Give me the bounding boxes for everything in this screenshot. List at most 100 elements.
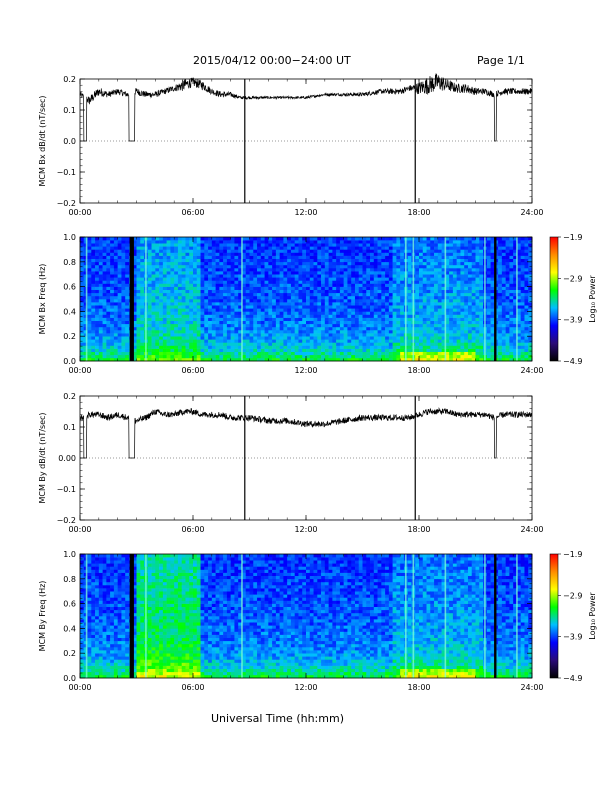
heatmap-cell [241, 289, 247, 294]
heatmap-cell [302, 286, 307, 290]
heatmap-cell [245, 277, 250, 281]
heatmap-cell [294, 345, 299, 349]
heatmap-cell [396, 354, 401, 359]
heatmap-cell [193, 336, 198, 340]
heatmap-cell [80, 268, 85, 272]
heatmap-cell [151, 357, 156, 362]
heatmap-cell [245, 320, 250, 325]
heatmap-cell [419, 268, 424, 272]
heatmap-cell [370, 237, 375, 241]
heatmap-cell [339, 277, 344, 281]
heatmap-cell [245, 240, 250, 244]
heatmap-cell [302, 351, 307, 356]
heatmap-cell [449, 357, 454, 362]
heatmap-cell [347, 345, 352, 349]
heatmap-cell [437, 261, 442, 266]
heatmap-cell [467, 314, 473, 318]
heatmap-cell [264, 295, 269, 300]
heatmap-cell [513, 249, 518, 253]
heatmap-cell [80, 237, 85, 241]
heatmap-cell [422, 249, 427, 253]
heatmap-cell [471, 348, 476, 352]
heatmap-cell [419, 323, 424, 328]
heatmap-cell [181, 271, 186, 275]
heatmap-cell [396, 326, 401, 331]
heatmap-cell [151, 314, 156, 318]
heatmap-cell [479, 348, 484, 352]
heatmap-cell [362, 286, 367, 290]
heatmap-cell [181, 237, 186, 241]
heatmap-cell [177, 283, 182, 287]
heatmap-cell [211, 255, 216, 259]
heatmap-cell [211, 299, 216, 303]
heatmap-cell [324, 345, 329, 349]
heatmap-cell [324, 339, 329, 343]
heatmap-cell [193, 299, 198, 303]
heatmap-cell [464, 357, 469, 362]
heatmap-cell [113, 286, 118, 290]
heatmap-cell [268, 326, 273, 331]
heatmap-cell [392, 333, 397, 337]
heatmap-cell [324, 246, 329, 250]
heatmap-cell [524, 330, 529, 334]
heatmap-cell [181, 264, 186, 269]
heatmap-cell [113, 283, 118, 287]
heatmap-cell [528, 299, 533, 303]
heatmap-cell [181, 326, 186, 331]
heatmap-cell [98, 314, 103, 318]
heatmap-cell [140, 277, 145, 281]
heatmap-cell [155, 240, 160, 244]
heatmap-cell [309, 283, 314, 287]
heatmap-cell [80, 308, 85, 312]
heatmap-cell [358, 261, 363, 266]
heatmap-cell [449, 330, 454, 334]
heatmap-cell [238, 289, 243, 294]
heatmap-cell [373, 354, 378, 359]
heatmap-cell [370, 274, 375, 278]
heatmap-cell [136, 268, 141, 272]
heatmap-cell [313, 308, 318, 312]
heatmap-cell [140, 345, 145, 349]
heatmap-cell [200, 339, 205, 343]
heatmap-cell [95, 333, 100, 337]
heatmap-cell [98, 357, 103, 362]
heatmap-cell [177, 305, 182, 309]
heatmap-cell [102, 314, 107, 318]
heatmap-cell [486, 280, 491, 284]
heatmap-cell [181, 246, 186, 250]
heatmap-cell [445, 345, 450, 349]
heatmap-cell [91, 311, 96, 315]
heatmap-cell [370, 277, 375, 281]
heatmap-cell [80, 302, 85, 306]
heatmap-cell [95, 345, 100, 349]
heatmap-cell [174, 280, 179, 284]
heatmap-cell [309, 271, 314, 275]
heatmap-cell [456, 336, 461, 340]
heatmap-cell [498, 289, 503, 294]
heatmap-cell [306, 342, 311, 346]
heatmap-cell [223, 292, 228, 297]
heatmap-cell [426, 354, 431, 359]
heatmap-cell [324, 274, 329, 278]
heatmap-cell [422, 292, 427, 297]
heatmap-cell [501, 336, 506, 340]
heatmap-cell [490, 271, 495, 275]
heatmap-cell [185, 357, 190, 362]
heatmap-cell [422, 320, 427, 325]
heatmap-cell [471, 274, 476, 278]
heatmap-cell [486, 252, 491, 256]
heatmap-cell [260, 336, 265, 340]
heatmap-cell [407, 280, 412, 284]
heatmap-cell [185, 258, 190, 263]
heatmap-cell [279, 305, 284, 309]
heatmap-cell [302, 302, 307, 306]
heatmap-cell [302, 320, 307, 325]
heatmap-cell [373, 317, 378, 321]
heatmap-cell [509, 295, 514, 300]
heatmap-cell [102, 240, 107, 244]
heatmap-cell [456, 354, 461, 359]
heatmap-cell [400, 252, 405, 256]
heatmap-cell [204, 342, 209, 346]
heatmap-cell [358, 354, 363, 359]
heatmap-cell [125, 295, 130, 300]
